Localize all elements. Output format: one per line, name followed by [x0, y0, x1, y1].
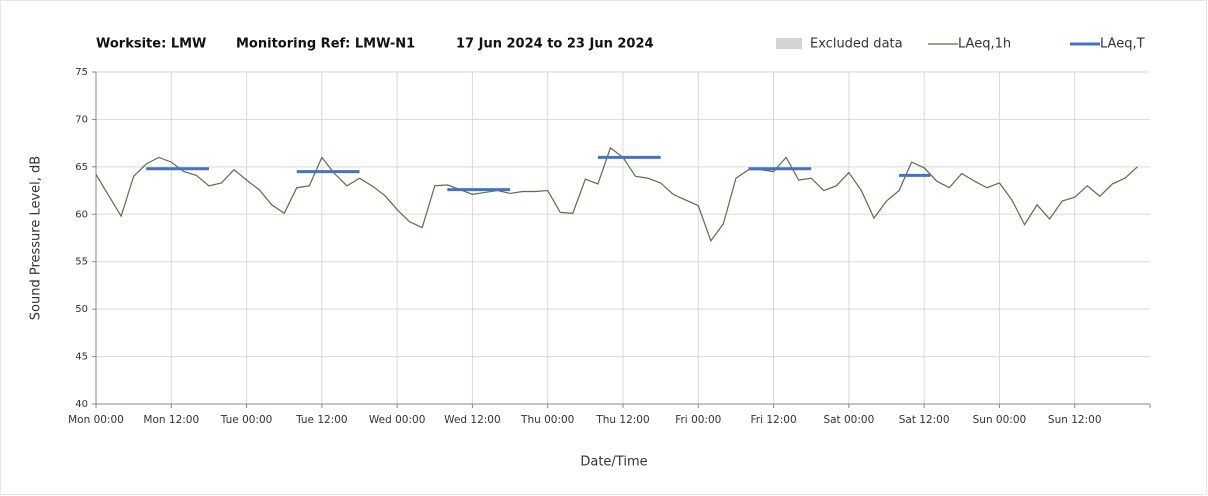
x-tick-label: Sun 12:00: [1048, 414, 1102, 426]
legend-label: LAeq,T: [1100, 37, 1145, 52]
title-ref: Monitoring Ref: LMW-N1: [236, 37, 415, 52]
legend-swatch: [776, 38, 802, 49]
x-tick-label: Tue 00:00: [220, 414, 273, 426]
y-tick-label: 65: [75, 162, 88, 173]
x-tick-label: Thu 00:00: [520, 414, 574, 426]
x-tick-label: Tue 12:00: [295, 414, 348, 426]
series-line: [95, 146, 1138, 243]
x-tick-label: Mon 00:00: [68, 414, 124, 426]
title-worksite: Worksite: LMW: [96, 37, 206, 52]
y-tick-label: 40: [75, 399, 88, 410]
x-tick-label: Sat 12:00: [899, 414, 950, 426]
x-tick-label: Thu 12:00: [595, 414, 649, 426]
title-dates: 17 Jun 2024 to 23 Jun 2024: [456, 37, 654, 52]
x-tick-label: Mon 12:00: [143, 414, 199, 426]
x-tick-label: Sat 00:00: [823, 414, 874, 426]
x-tick-label: Fri 00:00: [675, 414, 721, 426]
x-tick-label: Fri 12:00: [751, 414, 797, 426]
y-tick-label: 60: [75, 209, 88, 220]
y-axis-title: Sound Pressure Level, dB: [29, 156, 44, 320]
x-tick-label: Wed 12:00: [444, 414, 501, 426]
y-tick-label: 75: [75, 67, 88, 78]
y-tick-label: 70: [75, 114, 88, 125]
y-tick-label: 45: [75, 352, 88, 363]
y-tick-label: 50: [75, 304, 88, 315]
legend-label: Excluded data: [810, 37, 903, 52]
y-tick-label: 55: [75, 257, 88, 268]
x-axis-title: Date/Time: [580, 455, 647, 470]
x-tick-label: Wed 00:00: [369, 414, 426, 426]
x-tick-label: Sun 00:00: [973, 414, 1027, 426]
legend-label: LAeq,1h: [958, 37, 1011, 52]
